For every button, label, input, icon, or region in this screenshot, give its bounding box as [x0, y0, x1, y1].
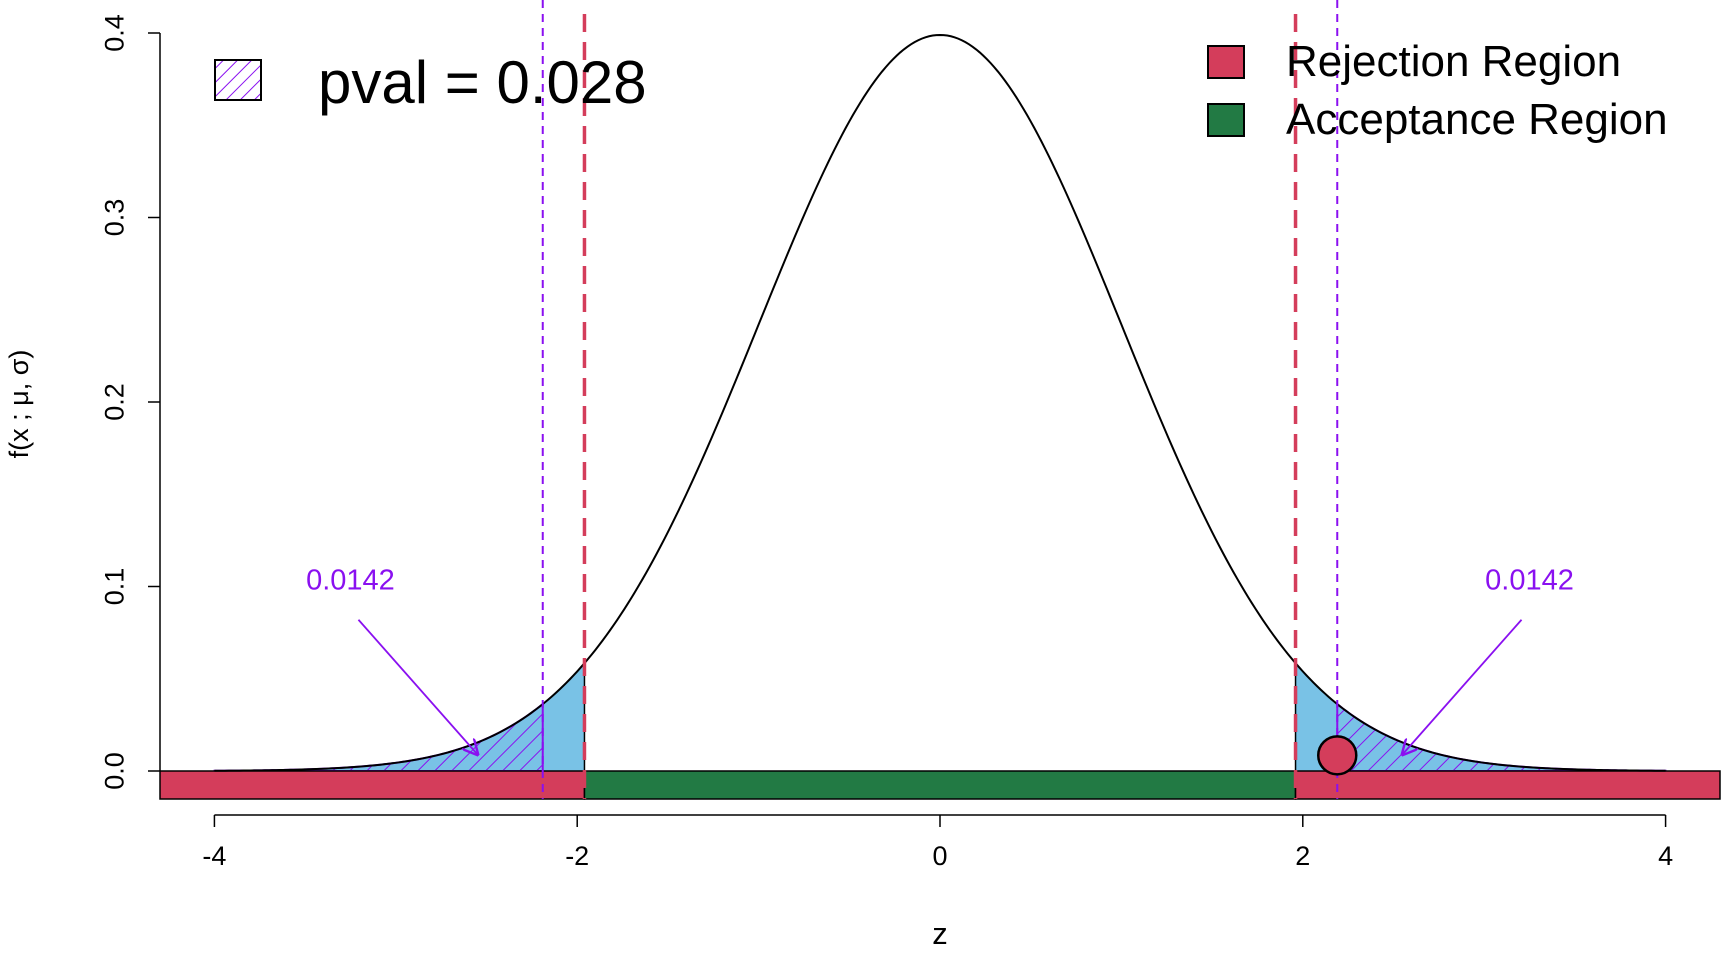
axes: 0.0 0.1 0.2 0.3 0.4 -4 -2 0 2 4	[99, 14, 1673, 871]
tail-probability-label-right: 0.0142	[1485, 565, 1574, 597]
x-tick-label: -2	[565, 841, 589, 871]
region-bar-3	[1294, 770, 1721, 800]
legend-swatch-1	[1207, 45, 1245, 79]
x-tick-label: 4	[1658, 841, 1673, 871]
legends: pval = 0.028 Rejection Region Acceptance R…	[214, 37, 1668, 144]
region-bar-2	[583, 770, 1297, 800]
legend-label-2: Acceptance Region	[1286, 95, 1668, 144]
y-tick-label: 0.0	[99, 752, 129, 790]
density-curve	[214, 33, 1666, 772]
x-axis-title: z	[932, 916, 948, 951]
density-curve-layer	[214, 33, 1666, 772]
legend-label-1: Rejection Region	[1286, 37, 1621, 86]
y-axis-title: f(x ; μ, σ)	[4, 350, 34, 459]
tail-annotations: 0.0142 0.0142	[306, 565, 1574, 755]
x-tick-label: 0	[932, 841, 947, 871]
pval-legend-label: pval = 0.028	[318, 49, 647, 116]
vertical-lines	[541, 0, 1358, 799]
pvalue-hatch-left	[213, 702, 544, 772]
tail-probability-arrow-right	[1403, 619, 1523, 755]
test-statistic-point	[1317, 735, 1358, 776]
tail-areas	[213, 663, 1667, 772]
pval-legend-swatch	[214, 59, 262, 101]
y-tick-label: 0.2	[99, 383, 129, 421]
pvalue-hatch-right	[1336, 702, 1667, 772]
y-tick-label: 0.3	[99, 199, 129, 237]
region-bar-1	[159, 770, 586, 800]
legend-swatch-2	[1207, 103, 1245, 137]
x-tick-label: -4	[202, 841, 226, 871]
x-tick-label: 2	[1295, 841, 1310, 871]
y-tick-label: 0.4	[99, 14, 129, 52]
tail-probability-label-left: 0.0142	[306, 565, 395, 597]
tail-probability-arrow-left	[357, 619, 477, 755]
region-bars	[159, 770, 1721, 800]
y-tick-label: 0.1	[99, 568, 129, 606]
